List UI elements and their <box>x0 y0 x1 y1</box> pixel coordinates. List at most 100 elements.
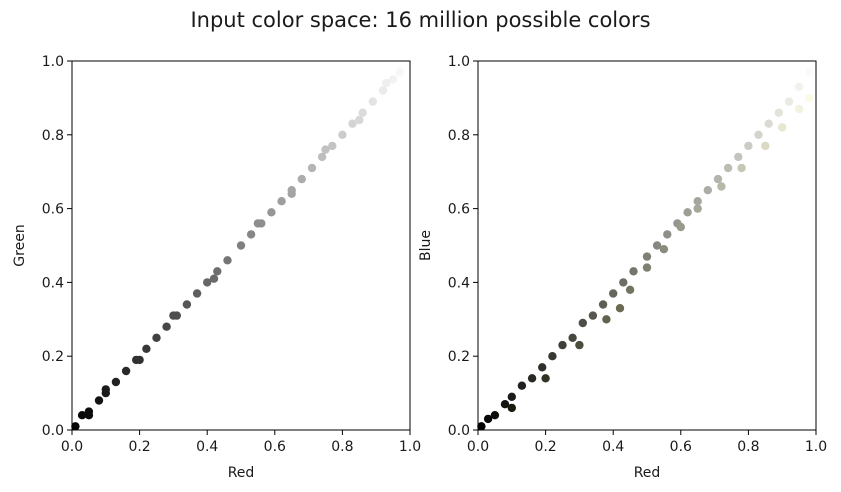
data-point <box>609 289 618 298</box>
y-tick-label: 0.0 <box>42 423 64 439</box>
data-point <box>77 411 87 420</box>
data-point <box>500 400 510 409</box>
data-point <box>142 344 151 353</box>
green-vs-red-scatter-plot: 0.0 0.2 0.4 0.6 0.8 1.0 0.0 0.2 0.4 0.6 0.8 1.0 Red G… <box>12 54 421 481</box>
y-tick-label: 0.0 <box>448 423 470 439</box>
data-point <box>507 403 516 413</box>
data-point <box>71 422 80 431</box>
data-point <box>754 130 763 139</box>
data-point <box>321 145 330 154</box>
data-point <box>223 256 232 265</box>
data-point <box>483 414 493 424</box>
y-tick-label: 0.4 <box>42 275 64 291</box>
y-tick-label: 0.2 <box>42 349 64 365</box>
data-point <box>317 152 327 162</box>
data-point <box>642 263 652 272</box>
x-tick-label: 0.0 <box>467 439 489 455</box>
data-point <box>169 311 178 320</box>
x-axis-label: Red <box>228 465 255 481</box>
data-point <box>598 300 608 309</box>
x-tick-label: 1.0 <box>805 439 827 455</box>
data-point <box>135 355 144 365</box>
x-tick-label: 0.6 <box>670 439 692 455</box>
data-point <box>568 333 577 342</box>
data-point <box>358 108 367 117</box>
x-tick-label: 0.8 <box>331 439 353 455</box>
axes-frame <box>477 60 817 431</box>
data-point <box>578 318 587 328</box>
figure-title: Input color space: 16 million possible c… <box>190 8 651 32</box>
data-point <box>794 104 804 114</box>
data-point <box>527 374 537 383</box>
data-point <box>723 163 733 173</box>
data-point <box>490 411 500 420</box>
data-point <box>717 182 726 191</box>
y-tick-label: 0.8 <box>448 128 470 144</box>
data-point <box>659 245 669 254</box>
x-tick-label: 0.2 <box>534 439 556 455</box>
data-point <box>507 392 516 401</box>
data-point <box>663 230 672 239</box>
data-point <box>328 141 337 151</box>
data-point <box>588 311 598 320</box>
data-point <box>368 97 377 106</box>
data-point <box>307 163 317 173</box>
data-point <box>619 278 628 287</box>
y-tick-label: 0.2 <box>448 349 470 365</box>
data-point <box>152 333 161 342</box>
y-tick-label: 0.4 <box>448 275 470 291</box>
data-point <box>778 123 787 132</box>
data-point <box>277 197 286 206</box>
x-tick-label: 0.8 <box>737 439 759 455</box>
data-point <box>388 75 398 84</box>
y-tick-label: 0.8 <box>42 128 64 144</box>
x-tick-label: 1.0 <box>399 439 421 455</box>
data-point <box>297 174 306 184</box>
data-point <box>246 230 256 239</box>
data-point <box>676 222 685 232</box>
data-point <box>94 396 104 405</box>
y-tick-label: 1.0 <box>42 54 64 70</box>
blue-vs-red-scatter-plot: 0.0 0.2 0.4 0.6 0.8 1.0 0.0 0.2 0.4 0.6 0.8 1.0 Red B… <box>418 54 827 481</box>
data-point <box>774 108 783 117</box>
x-tick-label: 0.2 <box>128 439 150 455</box>
data-point <box>121 366 131 376</box>
data-point <box>111 377 121 387</box>
data-point <box>805 93 814 103</box>
data-point <box>538 363 547 372</box>
data-point <box>101 385 111 394</box>
data-point <box>642 252 652 261</box>
data-point <box>541 374 550 383</box>
data-point <box>348 119 357 128</box>
data-point <box>602 315 611 324</box>
data-point <box>615 304 625 313</box>
data-point <box>744 141 753 151</box>
data-point <box>253 219 263 228</box>
data-point <box>737 163 746 173</box>
data-point <box>558 340 567 350</box>
y-axis-label: Green <box>12 224 28 266</box>
data-point <box>236 241 246 250</box>
data-point <box>548 352 557 361</box>
data-point <box>382 78 391 88</box>
y-tick-label: 0.6 <box>448 202 470 218</box>
data-point <box>517 381 527 390</box>
data-point <box>693 204 702 213</box>
data-point <box>162 322 171 331</box>
data-point <box>805 67 814 77</box>
y-axis-label: Blue <box>418 230 434 261</box>
data-point <box>575 340 584 350</box>
y-tick-label: 0.6 <box>42 202 64 218</box>
data-point <box>192 289 202 298</box>
x-tick-label: 0.6 <box>264 439 286 455</box>
data-point <box>625 285 635 294</box>
data-point <box>182 300 192 309</box>
data-point <box>213 267 222 276</box>
x-tick-label: 0.0 <box>61 439 83 455</box>
data-point <box>395 67 405 77</box>
x-tick-label: 0.4 <box>602 439 624 455</box>
data-point <box>209 274 219 283</box>
y-tick-label: 1.0 <box>448 54 470 70</box>
data-point <box>652 241 662 250</box>
